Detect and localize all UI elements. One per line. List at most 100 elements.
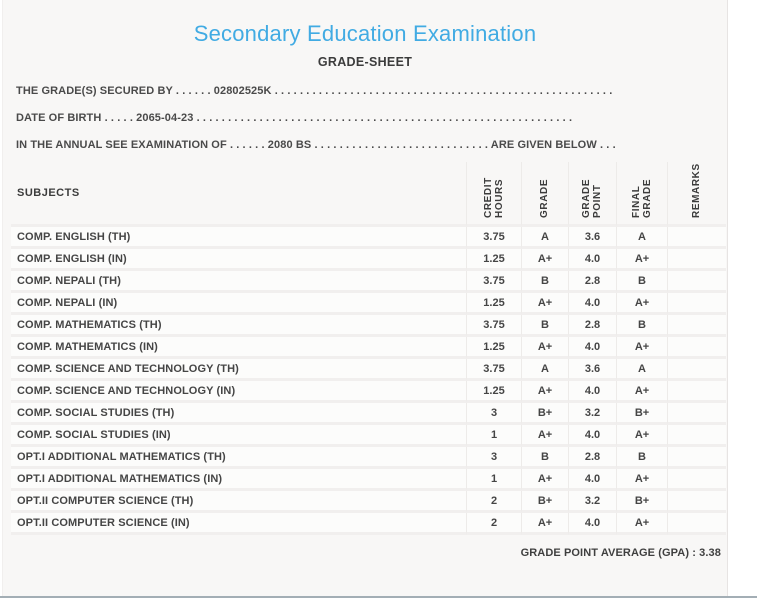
grade-point-cell: 2.8 <box>568 315 616 337</box>
credit-hours-cell: 3 <box>466 403 521 425</box>
final-grade-cell: A <box>616 359 667 381</box>
grade-point-cell: 4.0 <box>568 337 616 359</box>
table-row: COMP. SCIENCE AND TECHNOLOGY (TH) 3.75 A… <box>11 359 726 381</box>
bottom-border-line <box>0 596 757 598</box>
grade-point-cell: 4.0 <box>568 469 616 491</box>
remarks-cell <box>667 249 726 271</box>
grade-point-cell: 4.0 <box>568 513 616 535</box>
credit-hours-cell: 1.25 <box>466 293 521 315</box>
candidate-info-block: THE GRADE(S) SECURED BY . . . . . . 0280… <box>16 78 715 159</box>
final-grade-cell: B <box>616 271 667 293</box>
table-row: COMP. NEPALI (TH) 3.75 B 2.8 B <box>11 271 726 293</box>
credit-hours-cell: 1.25 <box>466 381 521 403</box>
grade-point-cell: 3.6 <box>568 227 616 249</box>
column-header-grade: GRADE <box>521 162 568 227</box>
subject-cell: COMP. MATHEMATICS (TH) <box>11 315 466 337</box>
grade-point-cell: 2.8 <box>568 447 616 469</box>
subject-cell: OPT.I ADDITIONAL MATHEMATICS (IN) <box>11 469 466 491</box>
grade-point-cell: 4.0 <box>568 381 616 403</box>
grade-point-cell: 3.2 <box>568 403 616 425</box>
grade-cell: A+ <box>521 381 568 403</box>
credit-hours-cell: 3.75 <box>466 359 521 381</box>
credit-hours-cell: 2 <box>466 513 521 535</box>
table-row: OPT.II COMPUTER SCIENCE (TH) 2 B+ 3.2 B+ <box>11 491 726 513</box>
grade-cell: A+ <box>521 469 568 491</box>
page-subtitle: GRADE-SHEET <box>317 55 413 69</box>
credit-hours-cell: 1 <box>466 469 521 491</box>
subject-cell: COMP. SCIENCE AND TECHNOLOGY (IN) <box>11 381 466 403</box>
gpa-summary: GRADE POINT AVERAGE (GPA) : 3.38 <box>520 547 721 559</box>
table-row: OPT.I ADDITIONAL MATHEMATICS (TH) 3 B 2.… <box>11 447 726 469</box>
table-row: COMP. NEPALI (IN) 1.25 A+ 4.0 A+ <box>11 293 726 315</box>
subject-cell: OPT.I ADDITIONAL MATHEMATICS (TH) <box>11 447 466 469</box>
remarks-cell <box>667 359 726 381</box>
final-grade-cell: A+ <box>616 469 667 491</box>
remarks-cell <box>667 293 726 315</box>
credit-hours-cell: 3.75 <box>466 271 521 293</box>
grade-point-cell: 4.0 <box>568 249 616 271</box>
final-grade-cell: B <box>616 447 667 469</box>
table-row: OPT.I ADDITIONAL MATHEMATICS (IN) 1 A+ 4… <box>11 469 726 491</box>
column-header-final-grade: FINAL GRADE <box>616 162 667 227</box>
credit-hours-cell: 1 <box>466 425 521 447</box>
credit-hours-cell: 1.25 <box>466 337 521 359</box>
column-header-remarks: REMARKS <box>667 162 726 227</box>
table-header-row: SUBJECTS CREDIT HOURS GRADE GRADE POINT … <box>11 162 726 227</box>
credit-hours-cell: 1.25 <box>466 249 521 271</box>
final-grade-cell: B <box>616 315 667 337</box>
table-row: OPT.II COMPUTER SCIENCE (IN) 2 A+ 4.0 A+ <box>11 513 726 535</box>
column-header-subjects: SUBJECTS <box>11 162 466 227</box>
table-row: COMP. SOCIAL STUDIES (IN) 1 A+ 4.0 A+ <box>11 425 726 447</box>
remarks-cell <box>667 337 726 359</box>
subject-cell: COMP. SCIENCE AND TECHNOLOGY (TH) <box>11 359 466 381</box>
subject-cell: COMP. NEPALI (IN) <box>11 293 466 315</box>
page-title: Secondary Education Examination <box>193 21 537 46</box>
credit-hours-cell: 2 <box>466 491 521 513</box>
subject-cell: COMP. NEPALI (TH) <box>11 271 466 293</box>
column-header-grade-point: GRADE POINT <box>568 162 616 227</box>
grade-cell: A+ <box>521 337 568 359</box>
subject-cell: COMP. ENGLISH (IN) <box>11 249 466 271</box>
table-row: COMP. ENGLISH (TH) 3.75 A 3.6 A <box>11 227 726 249</box>
grade-cell: A+ <box>521 293 568 315</box>
subject-cell: COMP. SOCIAL STUDIES (TH) <box>11 403 466 425</box>
final-grade-cell: B+ <box>616 491 667 513</box>
table-row: COMP. MATHEMATICS (IN) 1.25 A+ 4.0 A+ <box>11 337 726 359</box>
table-row: COMP. SOCIAL STUDIES (TH) 3 B+ 3.2 B+ <box>11 403 726 425</box>
table-row: COMP. MATHEMATICS (TH) 3.75 B 2.8 B <box>11 315 726 337</box>
final-grade-cell: B+ <box>616 403 667 425</box>
info-line-grades-secured: THE GRADE(S) SECURED BY . . . . . . 0280… <box>16 85 613 97</box>
grade-cell: A+ <box>521 513 568 535</box>
remarks-cell <box>667 447 726 469</box>
grade-point-cell: 4.0 <box>568 293 616 315</box>
grade-cell: A+ <box>521 249 568 271</box>
table-row: COMP. ENGLISH (IN) 1.25 A+ 4.0 A+ <box>11 249 726 271</box>
grade-cell: A <box>521 359 568 381</box>
info-line-examination: IN THE ANNUAL SEE EXAMINATION OF . . . .… <box>16 139 616 151</box>
remarks-cell <box>667 425 726 447</box>
final-grade-cell: A+ <box>616 293 667 315</box>
remarks-cell <box>667 381 726 403</box>
subject-cell: OPT.II COMPUTER SCIENCE (TH) <box>11 491 466 513</box>
column-header-credit-hours: CREDIT HOURS <box>466 162 521 227</box>
grade-table: SUBJECTS CREDIT HOURS GRADE GRADE POINT … <box>11 162 726 535</box>
credit-hours-cell: 3.75 <box>466 227 521 249</box>
remarks-cell <box>667 469 726 491</box>
subject-cell: OPT.II COMPUTER SCIENCE (IN) <box>11 513 466 535</box>
info-line-date-of-birth: DATE OF BIRTH . . . . . 2065-04-23 . . .… <box>16 112 573 124</box>
grade-point-cell: 3.2 <box>568 491 616 513</box>
grade-cell: A+ <box>521 425 568 447</box>
remarks-cell <box>667 315 726 337</box>
credit-hours-cell: 3 <box>466 447 521 469</box>
grade-cell: B+ <box>521 403 568 425</box>
grade-cell: A <box>521 227 568 249</box>
final-grade-cell: A <box>616 227 667 249</box>
final-grade-cell: A+ <box>616 337 667 359</box>
grade-point-cell: 2.8 <box>568 271 616 293</box>
subject-cell: COMP. SOCIAL STUDIES (IN) <box>11 425 466 447</box>
final-grade-cell: A+ <box>616 513 667 535</box>
grade-cell: B <box>521 315 568 337</box>
remarks-cell <box>667 403 726 425</box>
grade-cell: B+ <box>521 491 568 513</box>
